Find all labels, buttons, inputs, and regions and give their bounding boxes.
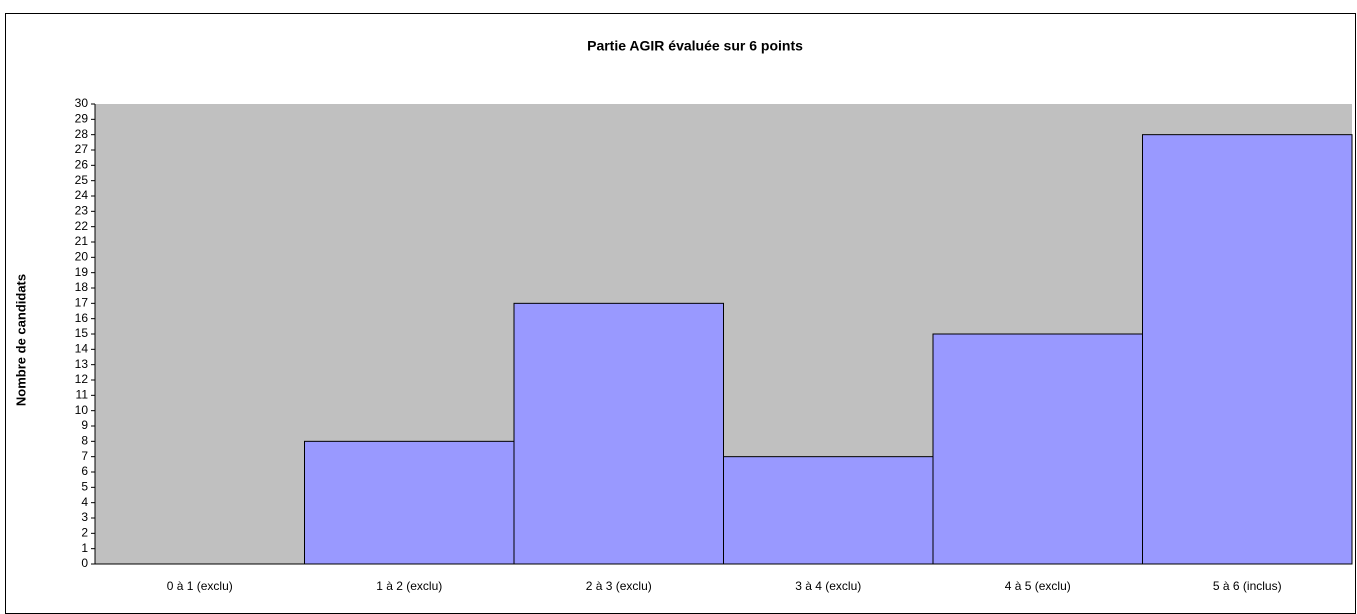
y-tick-label: 26 bbox=[75, 158, 89, 172]
y-tick-label: 6 bbox=[81, 464, 88, 478]
bar bbox=[1142, 134, 1353, 565]
x-tick-label: 2 à 3 (exclu) bbox=[586, 579, 652, 593]
y-tick-label: 30 bbox=[75, 96, 89, 110]
y-tick-label: 2 bbox=[81, 526, 88, 540]
y-tick-label: 9 bbox=[81, 418, 88, 432]
y-tick-label: 14 bbox=[75, 342, 89, 356]
x-tick-label: 5 à 6 (inclus) bbox=[1213, 579, 1282, 593]
y-tick-label: 16 bbox=[75, 311, 89, 325]
x-tick-label: 0 à 1 (exclu) bbox=[167, 579, 233, 593]
x-tick-label: 1 à 2 (exclu) bbox=[376, 579, 442, 593]
x-tick-label: 4 à 5 (exclu) bbox=[1005, 579, 1071, 593]
bar bbox=[513, 302, 724, 565]
y-tick-label: 21 bbox=[75, 234, 89, 248]
y-tick-label: 13 bbox=[75, 357, 89, 371]
y-tick-label: 28 bbox=[75, 127, 89, 141]
bar bbox=[932, 333, 1143, 565]
chart-title: Partie AGIR évaluée sur 6 points bbox=[587, 38, 803, 54]
y-tick-label: 18 bbox=[75, 280, 89, 294]
y-tick-label: 11 bbox=[76, 388, 89, 402]
y-tick-label: 25 bbox=[75, 173, 89, 187]
y-tick-label: 19 bbox=[75, 265, 89, 279]
y-tick-label: 29 bbox=[75, 112, 89, 126]
y-tick-label: 1 bbox=[81, 541, 88, 555]
y-axis-label: Nombre de candidats bbox=[13, 274, 28, 406]
y-tick-label: 7 bbox=[81, 449, 88, 463]
bar bbox=[723, 456, 934, 565]
y-tick-label: 22 bbox=[75, 219, 89, 233]
bar bbox=[304, 440, 515, 565]
y-tick-label: 8 bbox=[81, 434, 88, 448]
y-tick-label: 27 bbox=[75, 142, 89, 156]
y-tick-label: 24 bbox=[75, 188, 89, 202]
y-tick-label: 12 bbox=[75, 372, 89, 386]
y-tick-label: 15 bbox=[75, 326, 89, 340]
y-tick-label: 5 bbox=[81, 480, 88, 494]
y-tick-label: 20 bbox=[75, 250, 89, 264]
y-tick-label: 17 bbox=[75, 296, 89, 310]
x-tick-label: 3 à 4 (exclu) bbox=[795, 579, 861, 593]
y-tick-label: 3 bbox=[81, 510, 88, 524]
y-tick-label: 23 bbox=[75, 204, 89, 218]
y-tick-label: 4 bbox=[81, 495, 88, 509]
y-tick-label: 10 bbox=[75, 403, 89, 417]
y-tick-label: 0 bbox=[81, 556, 88, 570]
